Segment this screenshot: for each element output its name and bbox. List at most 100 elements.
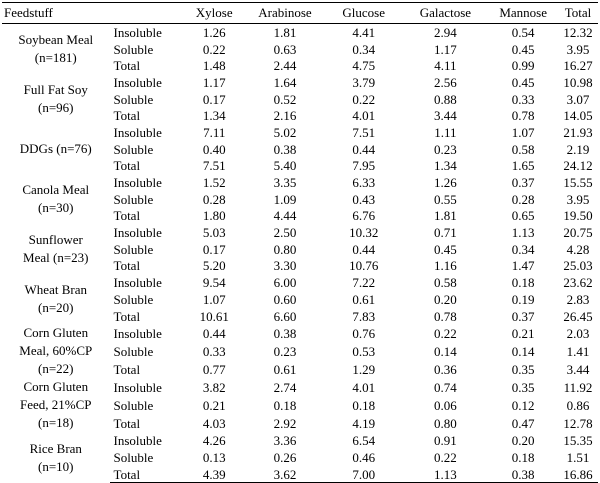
value-cell: 7.95 [352, 158, 376, 174]
value-cell: 0.91 [434, 433, 457, 449]
value-cell: 16.27 [563, 58, 593, 74]
table-row: Soluble 0.33 0.23 0.53 0.14 0.14 1.41 [2, 342, 598, 360]
table-row: Total 5.20 3.30 10.76 1.16 1.47 25.03 [2, 258, 598, 275]
value-cell: 2.03 [566, 325, 590, 341]
fraction-label: Insoluble [113, 275, 162, 291]
value-cell: 7.51 [352, 124, 376, 140]
value-cell: 0.44 [202, 325, 226, 341]
value-cell: 0.38 [273, 141, 297, 157]
value-cell: 3.62 [245, 465, 325, 483]
fraction-label: Insoluble [113, 379, 162, 395]
value-cell: 0.55 [434, 191, 457, 207]
table-row: Total 4.03 2.92 4.19 0.80 0.47 12.78 [2, 414, 598, 432]
value-cell: 1.80 [202, 208, 226, 224]
value-cell: 0.36 [434, 361, 457, 377]
value-cell: 1.09 [273, 191, 297, 207]
value-cell: 0.44 [352, 141, 376, 157]
feedstuff-label: (n=30) [38, 200, 74, 216]
value-cell: 6.00 [273, 275, 297, 291]
table-row: DDGs (n=76) Insoluble 7.11 5.02 7.51 1.11 1.07… [2, 124, 598, 156]
feedstuff-label: Soybean Meal [18, 32, 94, 48]
value-cell: 0.52 [273, 91, 297, 107]
value-cell: 4.03 [202, 415, 226, 431]
fraction-label: Soluble [113, 241, 154, 257]
value-cell: 4.41 [352, 24, 376, 40]
value-cell: 0.33 [202, 343, 226, 359]
value-cell: 1.47 [511, 258, 535, 274]
value-cell: 0.17 [202, 241, 226, 257]
value-cell: 0.76 [352, 325, 376, 341]
value-cell: 0.22 [352, 91, 376, 107]
value-cell: 0.47 [511, 415, 535, 431]
feedstuff-name-cell: Corn Gluten Feed, 21%CP (n=18) [2, 378, 110, 432]
header-xylose: Xylose [183, 2, 246, 24]
value-cell: 24.12 [563, 158, 593, 174]
value-cell: 1.81 [273, 24, 297, 40]
value-cell: 5.03 [202, 225, 226, 241]
fraction-label: Soluble [113, 141, 154, 157]
header-mannose: Mannose [488, 2, 559, 24]
header-feedstuff: Feedstuff [2, 2, 110, 24]
value-cell: 5.20 [202, 258, 226, 274]
value-cell: 0.35 [511, 361, 535, 377]
value-cell: 0.40 [202, 141, 226, 157]
value-cell: 3.95 [566, 41, 590, 57]
value-cell: 15.55 [563, 175, 593, 191]
value-cell: 4.44 [273, 208, 297, 224]
value-cell: 10.98 [563, 74, 593, 90]
feedstuff-name-cell: Wheat Bran (n=20) [2, 274, 110, 324]
value-cell: 0.38 [273, 325, 297, 341]
value-cell: 1.07 [202, 291, 226, 307]
value-cell: 0.53 [352, 343, 376, 359]
value-cell: 0.12 [511, 397, 535, 413]
table-row: Soluble 0.17 0.80 0.44 0.45 0.34 4.28 [2, 241, 598, 258]
value-cell: 0.44 [352, 241, 376, 257]
value-cell: 1.29 [352, 361, 376, 377]
feedstuff-label: Feed, 21%CP [20, 397, 92, 413]
table-row: Soluble 0.40 0.38 0.44 0.23 0.58 2.19 [2, 141, 598, 158]
value-cell: 0.28 [202, 191, 226, 207]
value-cell: 12.78 [563, 415, 593, 431]
value-cell: 0.45 [511, 74, 535, 90]
feedstuff-name-cell: Full Fat Soy (n=96) [2, 74, 110, 124]
feedstuff-label: Canola Meal [22, 182, 90, 198]
feedstuff-name-cell: Canola Meal (n=30) [2, 174, 110, 224]
value-cell: 1.52 [202, 175, 226, 191]
value-cell: 0.34 [352, 41, 376, 57]
value-cell: 14.05 [563, 108, 593, 124]
table-row: Corn Gluten Feed, 21%CP (n=18) Insoluble 3.8… [2, 378, 598, 430]
table-row: Soluble 0.17 0.52 0.22 0.88 0.33 3.07 [2, 91, 598, 108]
value-cell: 0.58 [511, 141, 535, 157]
value-cell: 15.35 [563, 433, 593, 449]
table-row: Rice Bran (n=10) Insoluble 4.26 3.36 6.54 0.91… [2, 432, 598, 473]
feedstuff-label: (n=10) [38, 458, 74, 474]
feedstuff-label: DDGs (n=76) [19, 141, 92, 157]
fraction-label: Total [113, 58, 141, 74]
fraction-label: Total [113, 361, 141, 377]
value-cell: 7.11 [203, 124, 226, 140]
value-cell: 3.36 [273, 433, 297, 449]
value-cell: 5.02 [273, 124, 297, 140]
table-row: Total 1.48 2.44 4.75 4.11 0.99 16.27 [2, 57, 598, 74]
value-cell: 1.64 [273, 74, 297, 90]
header-fraction [109, 2, 184, 24]
value-cell: 0.17 [202, 91, 226, 107]
value-cell: 0.13 [202, 449, 226, 465]
value-cell: 2.56 [434, 74, 457, 90]
value-cell: 3.95 [566, 191, 590, 207]
value-cell: 1.48 [202, 58, 226, 74]
value-cell: 0.74 [434, 379, 457, 395]
table-row: Total 10.61 6.60 7.83 0.78 0.37 26.45 [2, 308, 598, 325]
fraction-label: Insoluble [113, 74, 162, 90]
table-row: Full Fat Soy (n=96) Insoluble 1.17 1.64 3.79 2… [2, 74, 598, 115]
value-cell: 4.11 [434, 58, 457, 74]
value-cell: 0.34 [511, 241, 535, 257]
value-cell: 7.83 [352, 308, 376, 324]
value-cell: 0.65 [511, 208, 535, 224]
value-cell: 0.61 [273, 361, 297, 377]
value-cell: 7.51 [202, 158, 226, 174]
value-cell: 0.61 [352, 291, 376, 307]
feedstuff-label: Wheat Bran [24, 282, 87, 298]
